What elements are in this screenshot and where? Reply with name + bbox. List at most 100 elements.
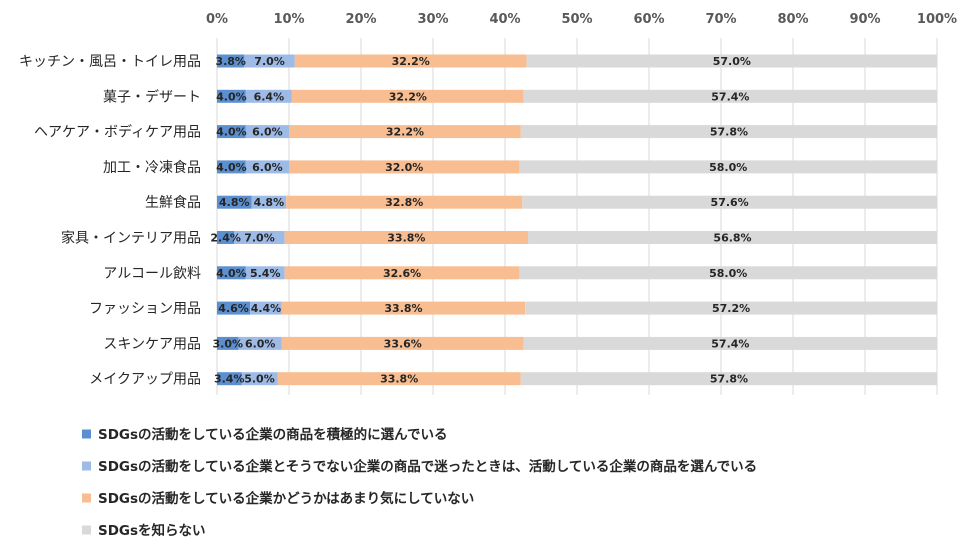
bar-segment bbox=[277, 372, 521, 386]
x-tick-label: 100% bbox=[917, 12, 957, 27]
category-label: キッチン・風呂・トイレ用品 bbox=[19, 54, 201, 70]
x-tick-label: 60% bbox=[633, 12, 664, 27]
data-labels: 3.8% 7.0% 32.2% 57.0% 4.0% 6.4% 32.2% 57.4% 4.0%… bbox=[210, 55, 751, 386]
bar-segment bbox=[245, 266, 285, 280]
bar-segment bbox=[286, 195, 523, 209]
bar-segment bbox=[244, 54, 295, 68]
data-label: 57.8% bbox=[710, 126, 748, 139]
bar-segment bbox=[217, 372, 242, 386]
bar-segment bbox=[217, 301, 251, 315]
bar-segment bbox=[217, 160, 246, 174]
data-label: 6.4% bbox=[254, 90, 285, 103]
data-label: 7.0% bbox=[254, 55, 285, 68]
data-label: 4.8% bbox=[254, 196, 285, 209]
bar-segment bbox=[250, 301, 282, 315]
data-label: 58.0% bbox=[709, 267, 747, 280]
bar-segment bbox=[245, 125, 289, 139]
data-label: 57.0% bbox=[713, 55, 751, 68]
bar-segment bbox=[291, 89, 524, 103]
data-label: 3.8% bbox=[215, 55, 246, 68]
data-label: 56.8% bbox=[713, 232, 751, 245]
data-label: 3.0% bbox=[213, 337, 244, 350]
bar-segment bbox=[217, 125, 246, 139]
bar-segment bbox=[234, 231, 285, 244]
category-label: 加工・冷凍食品 bbox=[103, 159, 201, 176]
legend-swatch bbox=[82, 525, 91, 535]
data-label: 32.8% bbox=[385, 196, 423, 209]
bar-segment bbox=[289, 125, 521, 139]
legend-label: SDGsの活動をしている企業かどうかはあまり気にしていない bbox=[98, 490, 474, 507]
data-label: 7.0% bbox=[244, 232, 275, 245]
legend-label: SDGsの活動をしている企業とそうでない企業の商品で迷ったときは、活動している企… bbox=[98, 458, 757, 475]
data-label: 4.6% bbox=[218, 302, 249, 315]
bar-segment bbox=[519, 160, 937, 174]
bar-segment bbox=[528, 231, 937, 244]
data-label: 4.0% bbox=[216, 267, 247, 280]
data-label: 57.4% bbox=[711, 337, 749, 350]
bar-segment bbox=[245, 160, 289, 174]
bar-segment bbox=[217, 89, 246, 103]
x-tick-label: 40% bbox=[489, 12, 520, 27]
bar-segment bbox=[281, 336, 524, 350]
data-label: 4.0% bbox=[216, 126, 247, 139]
data-label: 32.2% bbox=[389, 90, 427, 103]
bar-segment bbox=[251, 195, 287, 209]
bar-segment bbox=[523, 89, 937, 103]
data-label: 6.0% bbox=[252, 126, 283, 139]
data-label: 57.2% bbox=[712, 302, 750, 315]
bar-segment bbox=[241, 372, 278, 386]
bar-segment bbox=[217, 231, 235, 244]
bar-segment bbox=[294, 54, 527, 68]
bar-segments bbox=[217, 54, 937, 386]
data-label: 6.0% bbox=[245, 337, 276, 350]
category-label: ファッション用品 bbox=[89, 301, 201, 317]
bar-segment bbox=[245, 89, 292, 103]
x-tick-label: 10% bbox=[273, 12, 304, 27]
category-label: スキンケア用品 bbox=[103, 336, 201, 352]
bar-segment bbox=[519, 266, 937, 280]
data-label: 57.6% bbox=[711, 196, 749, 209]
category-labels: キッチン・風呂・トイレ用品菓子・デザートヘアケア・ボディケア用品加工・冷凍食品生… bbox=[19, 54, 201, 388]
data-label: 6.0% bbox=[252, 161, 283, 174]
data-label: 2.4% bbox=[210, 232, 241, 245]
data-label: 32.2% bbox=[386, 126, 424, 139]
data-label: 33.8% bbox=[384, 302, 422, 315]
bar-segment bbox=[238, 336, 282, 350]
data-label: 32.6% bbox=[383, 267, 421, 280]
legend-swatch bbox=[82, 493, 91, 503]
bar-segment bbox=[284, 231, 529, 244]
data-label: 57.4% bbox=[711, 90, 749, 103]
data-label: 32.2% bbox=[392, 55, 430, 68]
category-label: 生鮮食品 bbox=[145, 194, 201, 211]
data-label: 4.8% bbox=[219, 196, 250, 209]
x-tick-label: 30% bbox=[417, 12, 448, 27]
bar-segment bbox=[289, 160, 520, 174]
data-label: 5.0% bbox=[244, 373, 275, 386]
data-label: 4.0% bbox=[216, 161, 247, 174]
bar-segment bbox=[217, 266, 246, 280]
data-label: 57.8% bbox=[710, 373, 748, 386]
data-label: 4.0% bbox=[216, 90, 247, 103]
legend-label: SDGsの活動をしている企業の商品を積極的に選んでいる bbox=[98, 426, 447, 443]
category-label: メイクアップ用品 bbox=[89, 372, 201, 388]
x-tick-label: 90% bbox=[849, 12, 880, 27]
x-tick-label: 20% bbox=[345, 12, 376, 27]
bar-segment bbox=[284, 266, 520, 280]
data-label: 4.4% bbox=[251, 302, 282, 315]
data-label: 33.8% bbox=[387, 232, 425, 245]
category-label: アルコール飲料 bbox=[103, 266, 201, 282]
bar-segment bbox=[217, 336, 239, 350]
data-label: 33.8% bbox=[380, 373, 418, 386]
legend-swatch bbox=[82, 461, 91, 471]
x-tick-label: 80% bbox=[777, 12, 808, 27]
legend: SDGsの活動をしている企業の商品を積極的に選んでいる SDGsの活動をしている企… bbox=[82, 426, 757, 539]
bar-segment bbox=[281, 301, 526, 315]
bar-segment bbox=[526, 54, 937, 68]
data-label: 32.0% bbox=[385, 161, 423, 174]
x-tick-label: 50% bbox=[561, 12, 592, 27]
x-tick-label: 70% bbox=[705, 12, 736, 27]
bar-segment bbox=[525, 301, 937, 315]
bar-segment bbox=[522, 195, 937, 209]
x-axis-tick-labels: 0% 10% 20% 30% 40% 50% 60% 70% 80% 90% 100% bbox=[206, 12, 957, 27]
